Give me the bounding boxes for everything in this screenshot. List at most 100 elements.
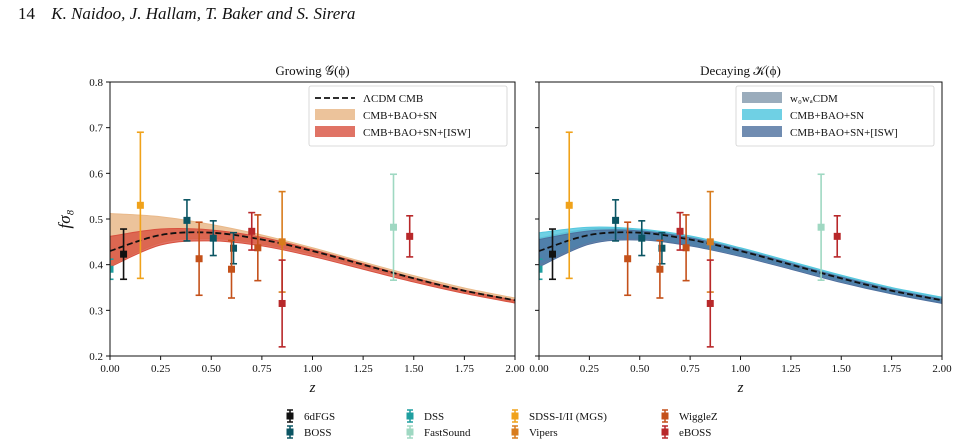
- marker: [658, 244, 666, 252]
- datapoint-eboss: [406, 215, 414, 258]
- x-tick-label: 0.75: [252, 363, 272, 375]
- marker: [195, 255, 203, 263]
- legend-label-cdm-cmb: ΛCDM CMB: [363, 93, 423, 105]
- x-axis-label: z: [737, 380, 744, 396]
- legend-marker: [511, 412, 519, 420]
- legend-swatch-cmb-bao-sn-isw: [315, 126, 355, 137]
- legend-swatch-cmb-bao-sn: [315, 109, 355, 120]
- line-lcdm-cmb: [539, 231, 942, 302]
- marker: [833, 232, 841, 240]
- x-tick-label: 1.25: [354, 363, 374, 375]
- legend-marker: [661, 428, 669, 436]
- y-tick-label: 0.2: [89, 351, 103, 363]
- datapoint-dss: [539, 258, 543, 281]
- datapoint-eboss: [248, 211, 256, 251]
- datapoint-sdss-i-ii-mgs: [136, 131, 144, 280]
- datapoint-boss: [638, 220, 646, 257]
- legend-swatch-cmb-bao-sn: [742, 109, 782, 120]
- y-tick-label: 0.7: [89, 123, 103, 135]
- plot-area: [539, 131, 942, 348]
- author-list: K. Naidoo, J. Hallam, T. Baker and S. Si…: [51, 4, 356, 23]
- marker: [278, 238, 286, 246]
- datapoint-wigglez: [254, 214, 262, 282]
- survey-legend-eboss: eBOSS: [661, 425, 711, 439]
- datapoint-boss: [230, 231, 238, 265]
- band-cmb-bao-sn-isw: [110, 228, 515, 304]
- datapoint-6dfgs: [120, 228, 128, 281]
- legend-swatch-w-w-cdm: [742, 92, 782, 103]
- marker: [209, 234, 217, 242]
- x-tick-label: 1.00: [731, 363, 751, 375]
- y-tick-label: 0.6: [89, 168, 103, 180]
- x-tick-label: 0.25: [580, 363, 600, 375]
- x-tick-label: 1.25: [781, 363, 801, 375]
- band-cmb-bao-sn-isw: [539, 229, 942, 304]
- datapoint-wigglez: [228, 239, 235, 299]
- datapoint-fastsound: [390, 173, 397, 281]
- datapoint-sdss-i-ii-mgs: [565, 131, 573, 280]
- panel-title: Decaying 𝒦(ϕ): [700, 63, 781, 78]
- marker: [248, 227, 256, 235]
- marker: [706, 299, 714, 307]
- datapoint-eboss: [833, 215, 841, 258]
- x-tick-label: 0.25: [151, 363, 171, 375]
- legend-label-cmb-bao-sn: CMB+BAO+SN: [363, 110, 437, 122]
- legend-label: WiggleZ: [679, 411, 718, 423]
- marker: [817, 223, 825, 231]
- legend-label: eBOSS: [679, 427, 711, 439]
- y-tick-label: 0.5: [89, 214, 103, 226]
- legend-label-w-w-cdm: w₀wₐCDM: [790, 93, 838, 105]
- datapoint-dss: [110, 258, 114, 281]
- x-tick-label: 0.00: [529, 363, 549, 375]
- legend-marker: [406, 412, 414, 420]
- legend-marker: [286, 412, 294, 420]
- legend-label: FastSound: [424, 427, 471, 439]
- y-tick-label: 0.8: [89, 77, 103, 89]
- legend-marker: [661, 412, 669, 420]
- x-tick-label: 1.50: [832, 363, 852, 375]
- y-tick-label: 0.4: [89, 260, 103, 272]
- legend-label-cmb-bao-sn: CMB+BAO+SN: [790, 110, 864, 122]
- legend-label-cmb-bao-sn-isw: CMB+BAO+SN+[ISW]: [363, 127, 471, 139]
- marker: [230, 244, 238, 252]
- marker: [390, 223, 397, 231]
- marker: [120, 250, 128, 258]
- marker: [565, 201, 573, 209]
- panel-legend: w₀wₐCDM CMB+BAO+SN CMB+BAO+SN+[ISW]: [735, 85, 935, 147]
- marker: [638, 234, 646, 242]
- marker: [136, 201, 144, 209]
- datapoint-wigglez: [682, 214, 690, 282]
- marker: [278, 299, 286, 307]
- datapoint-boss: [209, 220, 217, 257]
- plot-area: [110, 131, 515, 348]
- x-tick-label: 1.00: [303, 363, 323, 375]
- survey-legend-vipers: Vipers: [511, 425, 558, 439]
- marker: [706, 238, 714, 246]
- marker: [624, 255, 632, 263]
- growing-panel: Growing 𝒢(ϕ) 0.00 0.25 0.50 0.75 1.00 1.25 1.50…: [55, 63, 525, 396]
- x-tick-label: 0.50: [202, 363, 222, 375]
- marker: [612, 216, 620, 224]
- legend-label: SDSS-I/II (MGS): [529, 411, 607, 423]
- datapoint-boss: [183, 199, 191, 242]
- legend-label: Vipers: [529, 427, 558, 439]
- datapoint-eboss: [706, 259, 714, 348]
- datapoint-boss: [612, 199, 620, 242]
- datapoint-6dfgs: [549, 228, 557, 281]
- legend-box: [308, 85, 508, 147]
- datapoint-wigglez: [195, 221, 203, 297]
- x-tick-label: 0.50: [630, 363, 650, 375]
- survey-legend-sdss-i-ii-mgs: SDSS-I/II (MGS): [511, 409, 607, 423]
- legend-marker: [406, 428, 414, 436]
- marker: [549, 250, 557, 258]
- y-axis-label: fσ₈: [55, 209, 74, 228]
- marker: [676, 227, 684, 235]
- survey-legend-fastsound: FastSound: [406, 425, 471, 439]
- panel-title: Growing 𝒢(ϕ): [275, 63, 349, 78]
- x-tick-label: 2.00: [505, 363, 525, 375]
- marker: [656, 265, 664, 273]
- decaying-panel: Decaying 𝒦(ϕ) 0.00 0.25 0.50 0.75 1.00 1.25 1.5…: [529, 63, 952, 396]
- survey-legend-6dfgs: 6dFGS: [286, 409, 335, 423]
- datapoint-fastsound: [817, 173, 825, 281]
- marker: [110, 265, 114, 273]
